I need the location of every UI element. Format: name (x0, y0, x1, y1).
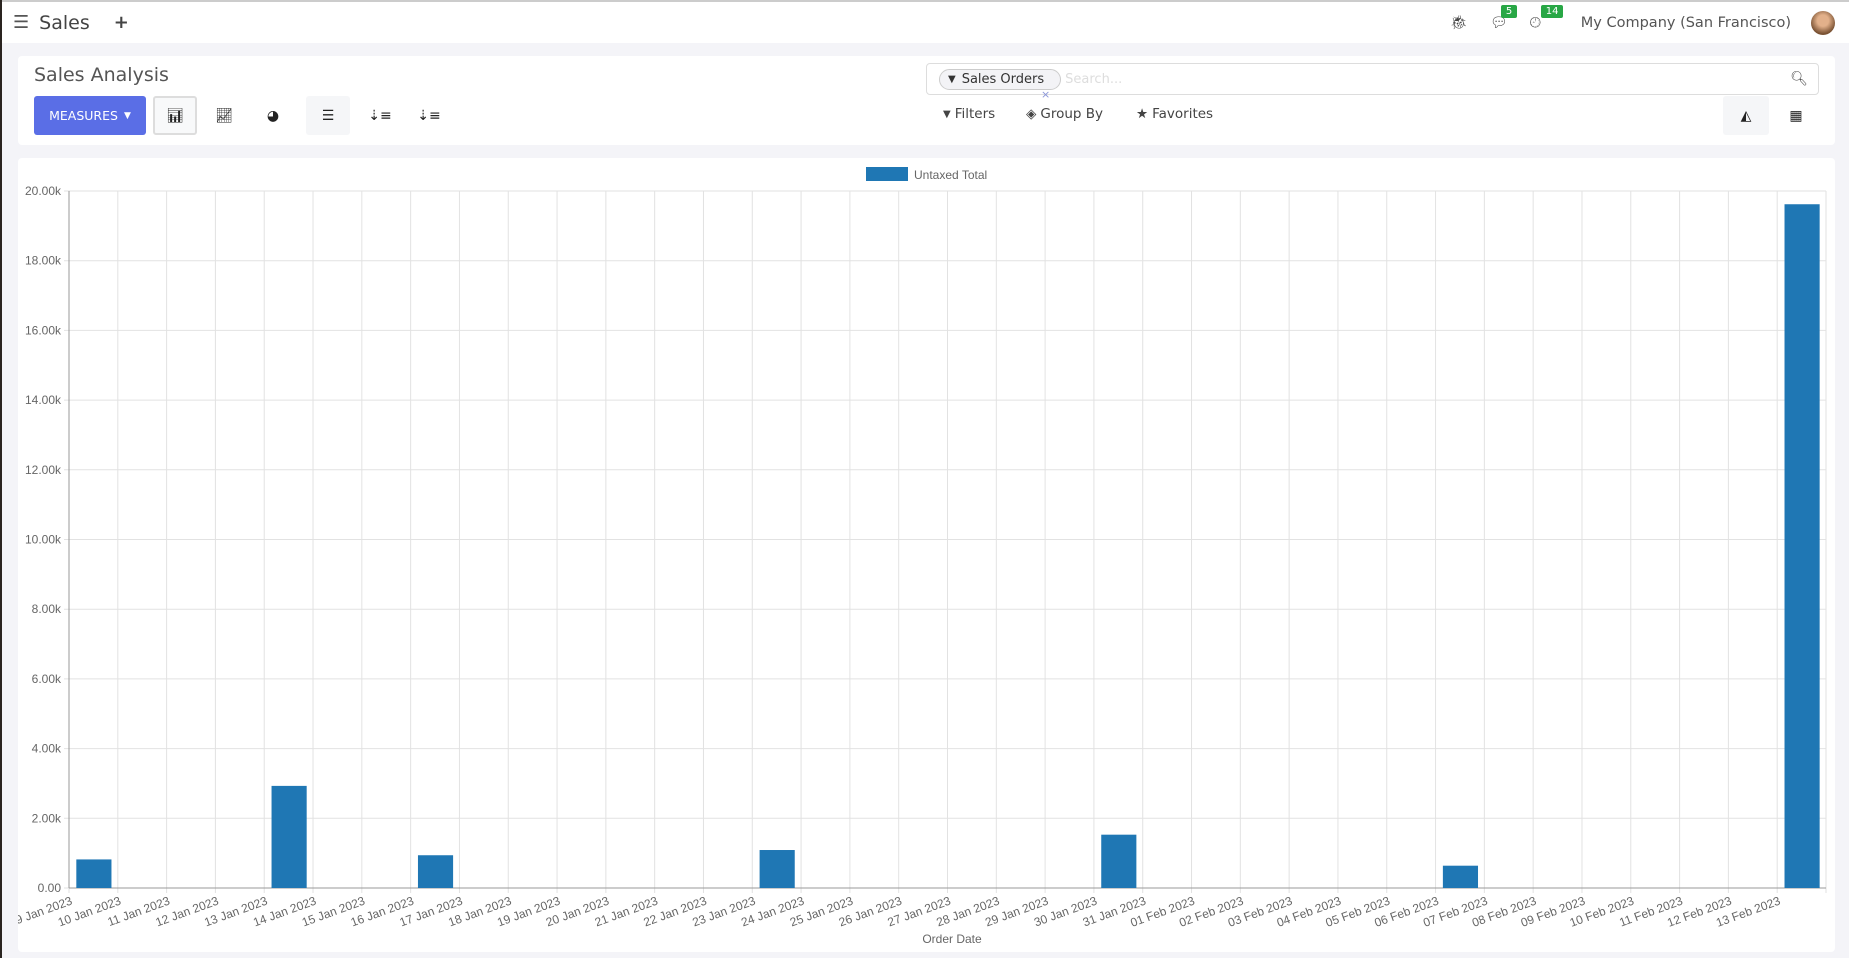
line-chart-button[interactable]: 📈︎ (202, 96, 246, 135)
bar (271, 785, 307, 888)
y-tick-label: 20.00k (25, 184, 62, 198)
bar-chart: 0.00 2.00k 4.00k 6.00k 8.00k 10.00k 12.00k 14.0… (7, 167, 1827, 946)
pie-chart-icon: ◕ (266, 107, 280, 124)
y-tick-label: 18.00k (25, 254, 62, 268)
facet-remove-icon[interactable]: × (1040, 87, 1051, 101)
search-bar: ▼ Sales Orders× 🔍︎ (926, 63, 1819, 101)
measures-button[interactable]: MEASURES ▼ (34, 96, 146, 135)
favorites-label: Favorites (1152, 106, 1214, 122)
bar (1442, 865, 1479, 888)
y-tick-label: 10.00k (25, 533, 62, 547)
y-tick-label: 4.00k (32, 742, 62, 756)
groupby-button[interactable]: ◈ Group By (1026, 106, 1103, 122)
search-input[interactable] (1065, 71, 1791, 87)
messages-button[interactable]: 💬︎ 5 (1489, 4, 1518, 31)
avatar[interactable] (1811, 10, 1835, 35)
database-icon: ☰ (321, 107, 335, 124)
measures-label: MEASURES (49, 108, 118, 123)
y-tick-label: 12.00k (25, 463, 62, 477)
control-panel: Sales Analysis MEASURES ▼ 📊︎ 📈︎ ◕ ☰ ⇣≡ ⇣≡… (18, 56, 1835, 145)
bar (76, 859, 112, 888)
bar-chart-icon: 📊︎ (166, 107, 184, 124)
page-title: Sales Analysis (34, 64, 169, 86)
filter-icon: ▼ (943, 108, 951, 120)
plus-icon[interactable]: + (113, 12, 129, 33)
menu-icon[interactable]: ☰ (13, 12, 30, 33)
y-tick-label: 14.00k (25, 393, 62, 407)
pie-chart-button[interactable]: ◕ (251, 96, 295, 135)
bar (1101, 834, 1137, 888)
area-chart-icon: ◭ (1740, 107, 1752, 124)
y-tick-label: 2.00k (32, 811, 62, 825)
line-chart-icon: 📈︎ (215, 107, 233, 124)
layers-icon: ◈ (1026, 106, 1037, 122)
filters-button[interactable]: ▼ Filters (943, 106, 995, 122)
caret-down-icon: ▼ (123, 110, 131, 121)
y-tick-label: 0.00 (38, 881, 62, 895)
messages-badge: 5 (1500, 4, 1518, 18)
chat-icon: 💬︎ (1489, 14, 1508, 31)
pivot-view-button[interactable]: ▦ (1774, 96, 1818, 135)
y-tick-label: 16.00k (25, 323, 62, 337)
top-navbar: ☰ Sales + 🐞︎ 💬︎ 5 🕘︎ 14 My Company (San Fr… (2, 0, 1849, 43)
clock-icon: 🕘︎ (1529, 14, 1541, 31)
sort-descending-button[interactable]: ⇣≡ (358, 96, 402, 135)
company-switcher[interactable]: My Company (San Francisco) (1580, 14, 1791, 31)
activities-badge: 14 (1540, 4, 1564, 18)
y-tick-label: 8.00k (32, 602, 62, 616)
sort-ascending-icon: ⇣≡ (417, 107, 441, 124)
search-facet[interactable]: ▼ Sales Orders × (939, 68, 1062, 101)
x-axis-title: Order Date (922, 932, 982, 946)
sort-descending-icon: ⇣≡ (368, 107, 392, 124)
graph-view-button[interactable]: ◭ (1723, 96, 1769, 135)
star-icon: ★ (1136, 106, 1149, 122)
legend-label: Untaxed Total (914, 168, 987, 182)
bar (759, 850, 795, 888)
search-icon[interactable]: 🔍︎ (1790, 71, 1808, 87)
bar (417, 855, 454, 888)
sort-ascending-button[interactable]: ⇣≡ (407, 96, 451, 135)
bar (1784, 204, 1820, 889)
groupby-label: Group By (1040, 106, 1104, 122)
chart-panel: 0.00 2.00k 4.00k 6.00k 8.00k 10.00k 12.00k 14.0… (7, 158, 1835, 952)
stacked-button[interactable]: ☰ (306, 96, 350, 135)
bug-icon[interactable]: 🐞︎ (1450, 14, 1468, 31)
facet-label: Sales Orders (961, 71, 1045, 87)
bar-chart-button[interactable]: 📊︎ (153, 96, 197, 135)
activities-button[interactable]: 🕘︎ 14 (1529, 4, 1564, 31)
table-grid-icon: ▦ (1789, 107, 1803, 124)
filter-icon: ▼ (948, 73, 956, 85)
app-title[interactable]: Sales (39, 11, 90, 34)
filters-label: Filters (954, 106, 996, 122)
y-tick-label: 6.00k (32, 672, 62, 686)
legend-swatch (866, 167, 908, 181)
favorites-button[interactable]: ★ Favorites (1136, 106, 1213, 122)
